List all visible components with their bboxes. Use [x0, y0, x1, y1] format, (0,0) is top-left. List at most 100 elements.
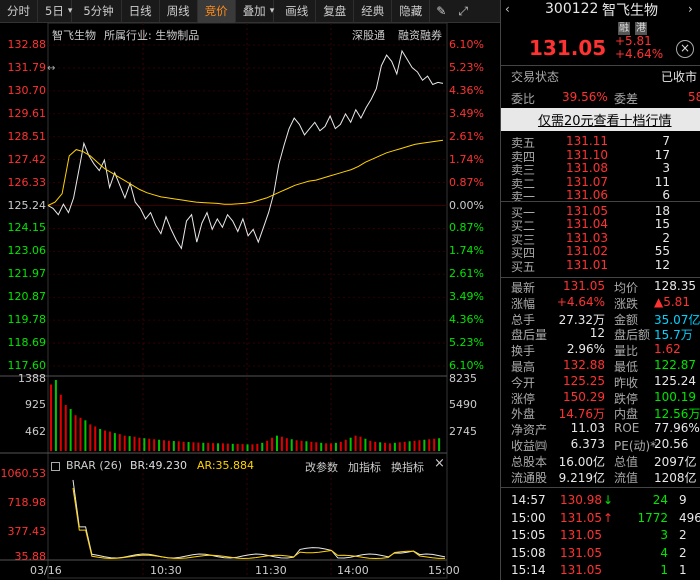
volume-bar [202, 442, 205, 451]
amount-axis-label: 8235 [449, 372, 477, 385]
dropdown-arrow-icon[interactable]: ▾ [67, 6, 73, 16]
toolbar-item-9[interactable]: 经典 [354, 0, 393, 23]
stat-value: 9.219亿 [558, 470, 605, 485]
back-icon[interactable]: ‹ [505, 2, 510, 16]
volume-bar [128, 436, 131, 451]
volume-bar [359, 436, 362, 451]
volume-bar [187, 442, 190, 451]
level-price: 131.07 [566, 174, 608, 189]
toolbar-item-10[interactable]: 隐藏 [392, 0, 431, 23]
volume-bar [177, 441, 180, 451]
toolbar-item-0[interactable]: 分时 [0, 0, 38, 23]
stat-row: 总手 27.32万 金额 35.07亿 [501, 311, 700, 327]
stat-label: 最低 [614, 360, 639, 374]
last-price: 131.05 [529, 36, 607, 60]
indicator-name[interactable]: BRAR (26) [66, 459, 122, 472]
stat-row: 涨幅 +4.64% 涨跌 ▲5.81 [501, 295, 700, 311]
stock-code: 300122 [545, 1, 599, 17]
close-panel-icon[interactable]: × [676, 40, 694, 58]
volume-bar [108, 431, 111, 451]
toolbar-item-1[interactable]: 5日 [38, 0, 72, 23]
level-volume: 6 [662, 188, 670, 202]
edit-icon[interactable]: ✎ [436, 3, 447, 18]
toolbar-item-5[interactable]: 竞价 [197, 0, 236, 23]
stat-label: 量比 [614, 344, 639, 359]
level-label: 卖四 [511, 149, 536, 164]
ask-level[interactable]: 卖五 131.11 7 [501, 134, 700, 150]
volume-bar [310, 441, 313, 451]
tick-volume: 4 [660, 545, 668, 560]
toolbar-item-8[interactable]: 复盘 [316, 0, 355, 23]
ask-level[interactable]: 卖三 131.08 3 [501, 161, 700, 177]
volume-bar [241, 444, 244, 451]
amount-axis-label: 5490 [449, 398, 477, 411]
tick-row: 14:57 130.98 ↓ 24 9 [501, 493, 700, 509]
bid-level[interactable]: 买一 131.05 18 [501, 204, 700, 220]
intraday-chart[interactable]: 智飞生物 所属行业: 生物制品 深股通 融资融券 ↔ 132.88 131.79 1… [0, 23, 500, 580]
percent-axis-label: 2.61% [449, 129, 484, 143]
industry-label[interactable]: 所属行业: 生物制品 [104, 29, 200, 42]
bid-level[interactable]: 买二 131.04 15 [501, 217, 700, 233]
forward-icon[interactable]: › [688, 2, 693, 16]
stat-value: 6.373 [570, 437, 605, 451]
close-indicator-icon[interactable]: × [434, 456, 445, 471]
volume-bar [246, 444, 249, 451]
bid-level[interactable]: 买三 131.03 2 [501, 231, 700, 247]
level-label: 卖三 [511, 163, 536, 177]
level-label: 买五 [511, 259, 536, 274]
stat-value: 15.7万 [654, 328, 693, 343]
level-volume: 55 [654, 244, 670, 258]
dropdown-arrow-icon[interactable]: ▾ [269, 6, 275, 16]
toolbar-item-6[interactable]: 叠加 [236, 0, 274, 23]
level-label: 买四 [511, 246, 536, 260]
toolbar-item-2[interactable]: 5分钟 [76, 0, 122, 23]
quote-panel: ‹ 300122 智飞生物 › 融 港 × 131.05 +5.81 +4.64… [501, 0, 700, 580]
tick-count: 1 [679, 563, 687, 577]
ask-level[interactable]: 卖一 131.06 6 [501, 188, 700, 204]
toolbar-item-4[interactable]: 周线 [160, 0, 198, 23]
shenzhen-connect-tag[interactable]: 深股通 [352, 29, 385, 42]
tick-row: 15:00 131.05 ↑ 1772 496 [501, 511, 700, 527]
toolbar-item-7[interactable]: 画线 [278, 0, 317, 23]
toolbar-item-3[interactable]: 日线 [122, 0, 160, 23]
tick-count: 9 [679, 493, 687, 507]
stat-label: 最高 [511, 360, 536, 374]
upgrade-banner-text[interactable]: 仅需20元查看十档行情 [538, 114, 672, 129]
time-axis-label: 14:00 [337, 564, 369, 577]
volume-bar [236, 443, 239, 451]
separator [501, 65, 700, 66]
stat-label: 净资产 [511, 423, 548, 438]
stat-value: 11.03 [570, 421, 605, 436]
chart-canvas[interactable] [0, 23, 500, 580]
bid-level[interactable]: 买四 131.02 55 [501, 244, 700, 260]
expand-icon[interactable]: ↔ [47, 63, 56, 74]
stat-label: 盘后额 [614, 328, 651, 343]
margin-trading-tag[interactable]: 融资融券 [398, 29, 442, 42]
tick-volume: 1772 [637, 510, 668, 525]
edit-params-button[interactable]: 改参数 [305, 461, 338, 474]
volume-bar [118, 434, 121, 451]
stat-value: 77.96% [654, 421, 700, 436]
stat-row: 最新 131.05 均价 128.35 [501, 279, 700, 295]
level-label: 卖一 [511, 190, 536, 204]
stock-name: 智飞生物 [602, 3, 658, 19]
volume-bar [89, 424, 92, 451]
level-label: 买一 [511, 205, 536, 220]
add-indicator-button[interactable]: 加指标 [348, 461, 381, 474]
tick-count: 496 [679, 510, 700, 525]
switch-indicator-button[interactable]: 换指标 [391, 461, 424, 474]
ask-level[interactable]: 卖四 131.10 17 [501, 148, 700, 164]
volume-bar [320, 442, 323, 451]
stat-label: 总值 [614, 454, 639, 469]
volume-bar [182, 441, 185, 451]
ask-level[interactable]: 卖二 131.07 11 [501, 175, 700, 191]
level-volume: 18 [654, 203, 670, 218]
stat-label: 流通股 [511, 470, 548, 485]
price-axis-label: 121.97 [7, 267, 47, 281]
level-label: 卖五 [511, 136, 536, 150]
bid-level[interactable]: 买五 131.01 12 [501, 258, 700, 274]
stat-label: 涨跌 [614, 296, 639, 311]
fullscreen-icon[interactable]: ⤢ [458, 3, 469, 18]
upgrade-banner[interactable]: 仅需20元查看十档行情 [501, 108, 700, 131]
indicator-toggle-icon[interactable] [51, 460, 60, 473]
